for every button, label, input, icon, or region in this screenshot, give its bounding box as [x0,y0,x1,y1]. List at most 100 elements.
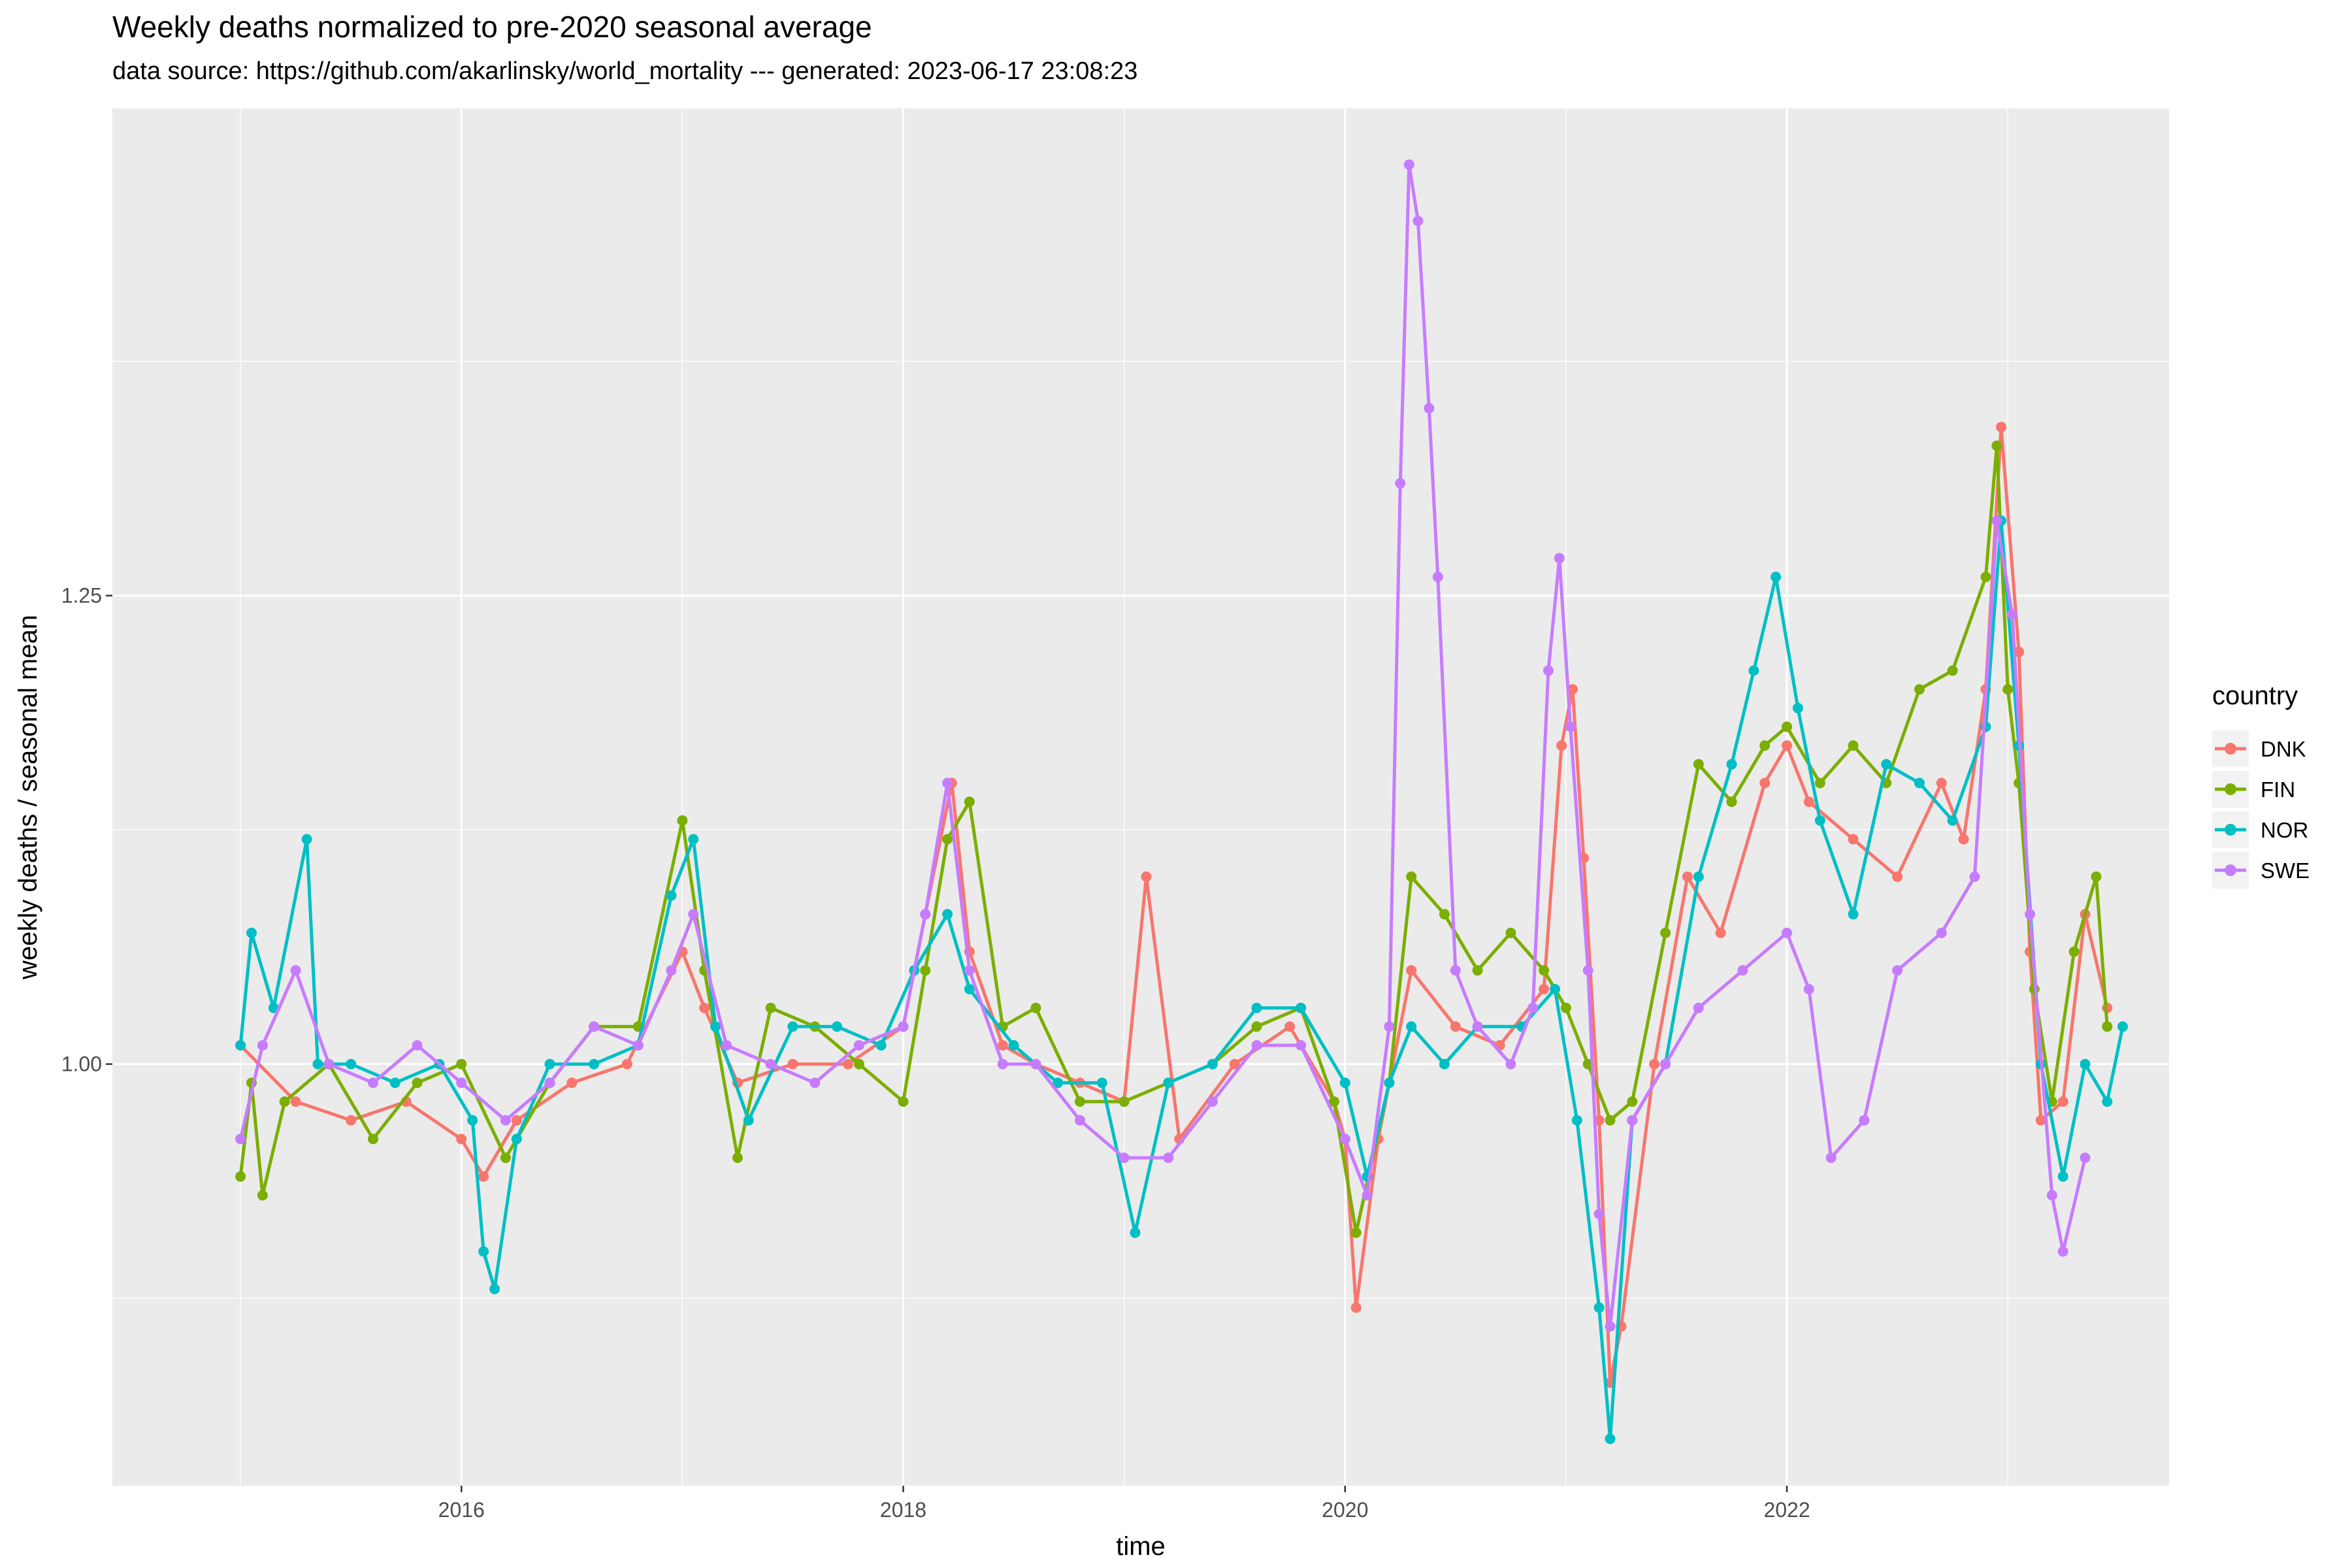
data-point-dnk [2057,1096,2068,1107]
data-point-nor [1384,1077,1395,1088]
data-point-fin [1914,684,1925,695]
data-point-swe [920,909,931,920]
data-point-swe [964,965,975,976]
data-point-nor [1339,1077,1350,1088]
data-point-swe [1554,553,1565,564]
data-point-fin [257,1190,268,1201]
data-point-swe [1362,1190,1373,1201]
data-point-swe [1251,1040,1262,1051]
data-point-fin [1505,927,1516,938]
data-point-swe [1384,1021,1395,1032]
data-point-fin [2002,684,2014,695]
data-point-swe [290,965,301,976]
data-point-fin [942,834,953,845]
data-point-swe [1450,965,1461,976]
data-point-swe [1403,159,1414,170]
data-point-fin [1472,965,1483,976]
data-point-fin [1814,777,1825,789]
data-point-fin [1119,1096,1130,1107]
data-point-fin [2102,1021,2113,1032]
data-point-fin [2068,946,2080,957]
legend-key-point [2225,824,2236,836]
data-point-nor [301,834,312,845]
data-point-swe [721,1040,732,1051]
series-line-dnk [239,425,2109,1384]
data-point-nor [1848,909,1859,920]
y-axis-title: weekly deaths / seasonal mean [14,615,42,980]
series-line-swe [238,163,2087,1328]
data-point-fin [1350,1227,1362,1238]
data-point-dnk [1803,796,1814,808]
x-tick-label: 2020 [1322,1498,1368,1522]
data-point-dnk [1567,684,1578,695]
data-point-swe [235,1134,246,1145]
data-point-dnk [1782,740,1792,751]
data-point-swe [765,1058,776,1070]
data-point-swe [1825,1152,1837,1164]
data-point-swe [1527,1002,1539,1013]
data-point-nor [1439,1058,1450,1070]
data-point-swe [2006,609,2017,620]
series-swe [235,159,2091,1332]
data-point-nor [589,1058,600,1070]
data-point-fin [898,1096,909,1107]
data-point-dnk [1715,927,1726,938]
data-point-dnk [290,1096,301,1107]
data-point-swe [1969,871,1980,882]
data-point-dnk [1649,1058,1660,1070]
data-point-fin [1848,740,1859,751]
data-point-dnk [566,1077,578,1088]
data-point-dnk [1848,834,1859,845]
data-point-fin [853,1058,864,1070]
data-point-swe [368,1077,378,1088]
data-point-swe [853,1040,864,1051]
data-point-swe [544,1077,555,1088]
legend-label: NOR [2261,818,2308,842]
data-point-swe [898,1021,909,1032]
data-point-swe [1803,984,1814,994]
data-point-nor [688,834,699,845]
data-point-fin [1627,1096,1638,1107]
data-point-fin [1328,1096,1339,1107]
series-fin [235,440,2113,1238]
data-point-dnk [2014,646,2025,657]
legend-key-point [2225,864,2236,876]
data-point-nor [1814,815,1825,826]
data-point-swe [2046,1190,2057,1201]
plot-panel [112,108,2169,1486]
data-point-nor [346,1058,357,1070]
data-point-dnk [699,1002,710,1013]
data-point-swe [688,909,699,920]
data-point-swe [1296,1040,1307,1051]
legend-item: DNK [2212,730,2306,767]
data-point-swe [1593,1209,1605,1220]
data-point-nor [246,927,257,938]
data-point-dnk [456,1134,467,1145]
data-point-fin [1660,927,1671,938]
data-point-nor [478,1246,489,1257]
chart-title: Weekly deaths normalized to pre-2020 sea… [112,10,872,44]
data-point-fin [920,965,931,976]
data-point-fin [1560,1002,1571,1013]
data-point-swe [1627,1115,1638,1126]
data-point-dnk [1958,834,1969,845]
data-point-fin [1726,796,1737,808]
data-point-nor [1296,1002,1307,1013]
data-point-swe [1075,1115,1085,1126]
data-point-swe [632,1040,644,1051]
data-point-fin [1980,572,1991,582]
data-point-nor [467,1115,478,1126]
x-tick-label: 2016 [438,1498,485,1522]
data-point-swe [589,1021,600,1032]
data-point-nor [1914,777,1925,789]
data-point-dnk [1350,1302,1362,1313]
data-point-nor [942,909,953,920]
data-point-swe [809,1077,821,1088]
data-point-nor [1947,815,1958,826]
x-tick-label: 2022 [1763,1498,1810,1522]
data-point-nor [2080,1058,2091,1070]
data-point-fin [1030,1002,1041,1013]
data-point-fin [2091,871,2102,882]
legend-item: NOR [2212,811,2308,848]
